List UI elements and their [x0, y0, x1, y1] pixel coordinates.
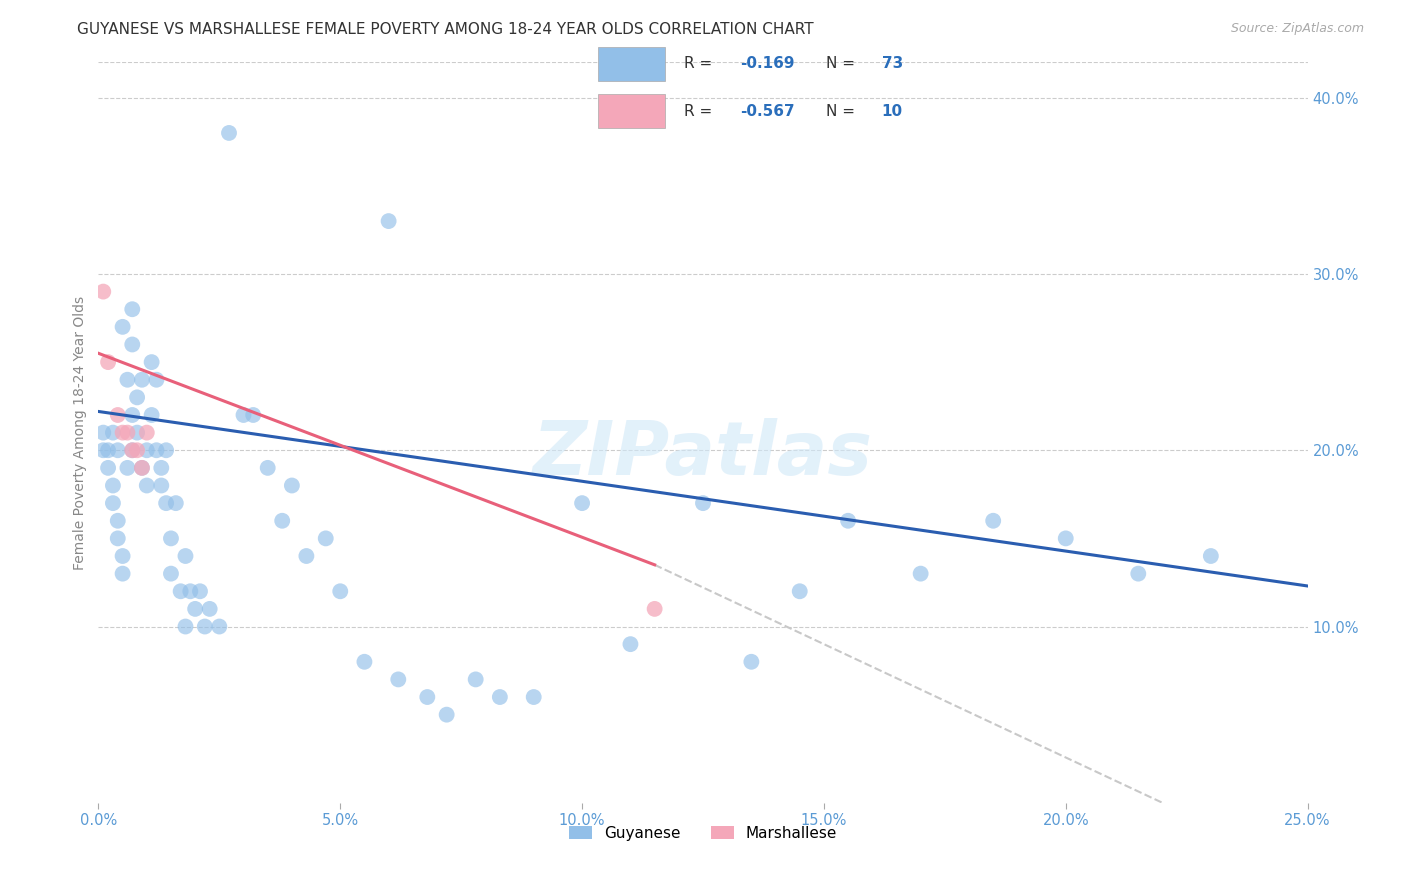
Point [1054, 532, 1077, 546]
Point [107, 514, 129, 528]
Point [194, 619, 217, 633]
Point [160, 532, 183, 546]
Point [101, 478, 124, 492]
Point [111, 566, 134, 581]
Point [127, 443, 149, 458]
Point [295, 549, 318, 563]
Point [111, 319, 134, 334]
Point [101, 496, 124, 510]
Point [416, 690, 439, 704]
Text: R =: R = [685, 103, 717, 119]
Point [271, 514, 294, 528]
Point [111, 549, 134, 563]
Point [155, 443, 177, 458]
Point [169, 584, 191, 599]
Point [121, 443, 143, 458]
Point [145, 443, 167, 458]
Text: Source: ZipAtlas.com: Source: ZipAtlas.com [1230, 22, 1364, 36]
Point [242, 408, 264, 422]
Y-axis label: Female Poverty Among 18-24 Year Olds: Female Poverty Among 18-24 Year Olds [73, 295, 87, 570]
Text: -0.169: -0.169 [740, 56, 794, 71]
Point [131, 461, 153, 475]
Point [387, 673, 409, 687]
Point [174, 549, 197, 563]
Point [97, 443, 120, 458]
Point [111, 425, 134, 440]
Point [91, 425, 114, 440]
Point [208, 619, 231, 633]
Point [692, 496, 714, 510]
Point [135, 425, 157, 440]
Point [150, 461, 173, 475]
Point [117, 461, 139, 475]
Point [127, 390, 149, 404]
Point [121, 302, 143, 317]
Point [571, 496, 593, 510]
Point [218, 126, 240, 140]
Point [377, 214, 399, 228]
Point [489, 690, 512, 704]
Point [198, 602, 221, 616]
Point [910, 566, 932, 581]
Text: N =: N = [825, 56, 859, 71]
Point [121, 408, 143, 422]
Text: N =: N = [825, 103, 859, 119]
Point [619, 637, 641, 651]
Point [107, 408, 129, 422]
Point [135, 478, 157, 492]
Point [315, 532, 337, 546]
Point [789, 584, 811, 599]
Point [121, 443, 143, 458]
Point [107, 443, 129, 458]
Point [131, 461, 153, 475]
Point [281, 478, 304, 492]
Point [523, 690, 546, 704]
Point [740, 655, 762, 669]
Legend: Guyanese, Marshallese: Guyanese, Marshallese [562, 820, 844, 847]
Point [91, 443, 114, 458]
Point [329, 584, 352, 599]
Point [184, 602, 207, 616]
Point [464, 673, 486, 687]
Point [353, 655, 375, 669]
Point [188, 584, 211, 599]
Point [256, 461, 278, 475]
Point [91, 285, 114, 299]
Point [117, 373, 139, 387]
Point [127, 425, 149, 440]
Point [97, 355, 120, 369]
Point [160, 566, 183, 581]
Text: ZIPatlas: ZIPatlas [533, 418, 873, 491]
Point [837, 514, 859, 528]
Text: GUYANESE VS MARSHALLESE FEMALE POVERTY AMONG 18-24 YEAR OLDS CORRELATION CHART: GUYANESE VS MARSHALLESE FEMALE POVERTY A… [77, 22, 814, 37]
FancyBboxPatch shape [599, 47, 665, 81]
Point [107, 532, 129, 546]
Point [141, 355, 163, 369]
Point [174, 619, 197, 633]
Point [1128, 566, 1150, 581]
Point [155, 496, 177, 510]
Point [981, 514, 1004, 528]
Point [145, 373, 167, 387]
Point [179, 584, 201, 599]
Point [97, 461, 120, 475]
Point [117, 425, 139, 440]
Text: -0.567: -0.567 [740, 103, 794, 119]
Point [150, 478, 173, 492]
Text: 10: 10 [882, 103, 903, 119]
FancyBboxPatch shape [599, 95, 665, 128]
Point [165, 496, 187, 510]
Point [141, 408, 163, 422]
Point [131, 373, 153, 387]
Point [135, 443, 157, 458]
Text: 73: 73 [882, 56, 903, 71]
Point [436, 707, 458, 722]
Point [1199, 549, 1222, 563]
Point [232, 408, 254, 422]
Text: R =: R = [685, 56, 717, 71]
Point [121, 337, 143, 351]
Point [101, 425, 124, 440]
Point [644, 602, 666, 616]
